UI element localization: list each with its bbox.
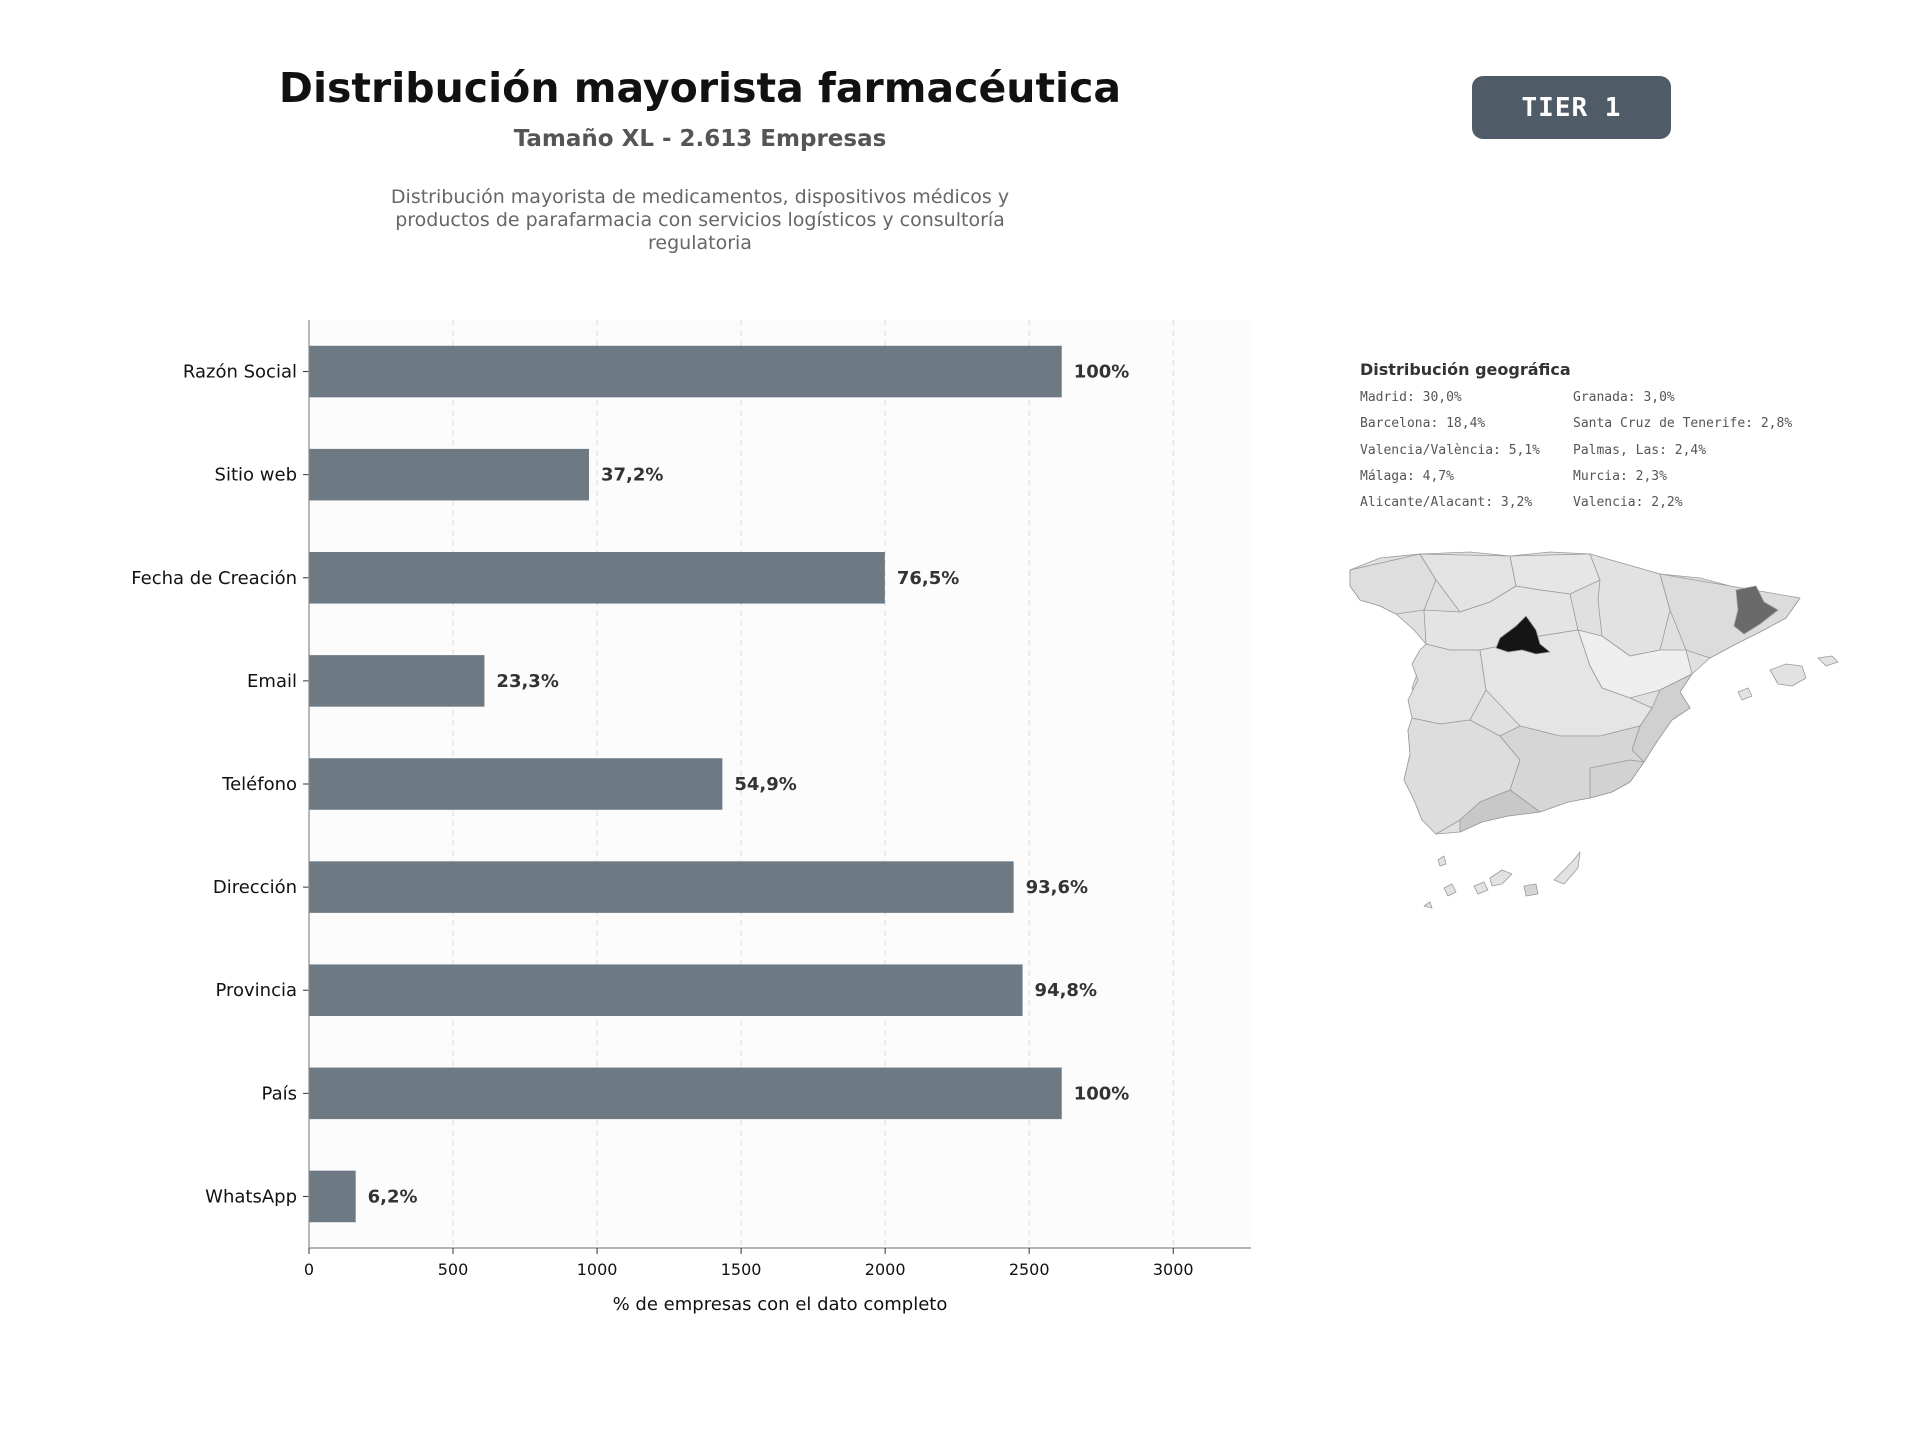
y-tick-label: Fecha de Creación	[131, 568, 297, 589]
bar	[309, 1170, 356, 1223]
x-tick-label: 500	[438, 1260, 469, 1279]
map-region-catalonia	[1659, 573, 1801, 659]
x-axis-label: % de empresas con el dato completo	[613, 1294, 948, 1315]
tier-badge: TIER 1	[1472, 76, 1671, 139]
geo-column-left: Madrid: 30,0% Barcelona: 18,4% Valencia/…	[1360, 389, 1540, 520]
geo-item: Valencia: 2,2%	[1573, 495, 1683, 511]
bar-value-label: 76,5%	[897, 568, 959, 589]
chart-description: Distribución mayorista de medicamentos, …	[390, 186, 1010, 254]
map-canary-3	[1489, 869, 1513, 887]
bar	[309, 1067, 1062, 1120]
geo-item: Madrid: 30,0%	[1360, 390, 1462, 405]
geo-item: Barcelona: 18,4%	[1360, 416, 1486, 432]
geo-item: Valencia/València: 5,1%	[1360, 442, 1541, 458]
chart-subtitle: Tamaño XL - 2.613 Empresas	[513, 126, 887, 152]
bar	[309, 758, 723, 810]
map-canary-5	[1423, 901, 1433, 909]
geo-distribution-panel: Distribución geográfica Madrid: 30,0% Ba…	[1360, 360, 1880, 529]
spain-province-map	[1340, 540, 1850, 910]
y-tick-label: Email	[247, 671, 297, 692]
x-tick-label: 1500	[721, 1260, 762, 1279]
map-region-north-west	[1349, 553, 1437, 615]
map-region-malaga	[1459, 789, 1541, 833]
bar	[309, 552, 885, 604]
map-region-barcelona	[1733, 585, 1779, 635]
y-tick-label: Sitio web	[215, 465, 297, 486]
x-tick-label: 1000	[577, 1260, 618, 1279]
bar-value-label: 100%	[1074, 362, 1130, 383]
bar-value-label: 23,3%	[496, 671, 558, 692]
bar	[309, 655, 485, 707]
map-canary-2	[1473, 881, 1489, 895]
y-tick-label: Provincia	[215, 980, 297, 1001]
bar-value-label: 37,2%	[601, 465, 663, 486]
geo-item: Alicante/Alacant: 3,2%	[1360, 495, 1533, 511]
map-canary-6	[1437, 855, 1447, 867]
x-tick-label: 3000	[1153, 1260, 1194, 1279]
bar	[309, 861, 1014, 913]
x-tick-label: 2000	[865, 1260, 906, 1279]
bar-value-label: 93,6%	[1026, 877, 1088, 898]
bar	[309, 448, 590, 501]
y-tick-label: Razón Social	[183, 362, 297, 383]
y-tick-label: Dirección	[213, 877, 297, 898]
x-tick-label: 2500	[1009, 1260, 1050, 1279]
bar-value-label: 94,8%	[1035, 980, 1097, 1001]
map-canary-4	[1553, 851, 1581, 885]
y-tick-label: Teléfono	[221, 774, 297, 795]
y-tick-label: WhatsApp	[205, 1186, 297, 1207]
bar	[309, 964, 1023, 1016]
geo-item: Murcia: 2,3%	[1573, 468, 1667, 484]
map-region-murcia	[1589, 759, 1645, 799]
bar-value-label: 54,9%	[734, 774, 796, 795]
map-region-madrid	[1495, 615, 1551, 655]
chart-title: Distribución mayorista farmacéutica	[278, 64, 1122, 112]
geo-item: Santa Cruz de Tenerife: 2,8%	[1573, 416, 1793, 432]
bar-value-label: 100%	[1074, 1083, 1130, 1104]
geo-title: Distribución geográfica	[1360, 360, 1571, 379]
geo-list: Madrid: 30,0% Barcelona: 18,4% Valencia/…	[1360, 389, 1880, 529]
y-tick-label: País	[262, 1083, 297, 1104]
bar	[309, 345, 1062, 398]
x-tick-label: 0	[304, 1260, 314, 1279]
geo-item: Málaga: 4,7%	[1360, 468, 1454, 484]
map-balearic-mallorca	[1769, 663, 1807, 687]
geo-item: Granada: 3,0%	[1573, 390, 1675, 405]
map-balearic-ibiza	[1737, 687, 1753, 701]
geo-column-right: Granada: 3,0% Santa Cruz de Tenerife: 2,…	[1573, 389, 1792, 520]
bar-value-label: 6,2%	[368, 1186, 418, 1207]
map-region-extremadura	[1407, 643, 1487, 725]
map-balearic-menorca	[1817, 655, 1839, 667]
geo-item: Palmas, Las: 2,4%	[1573, 442, 1707, 458]
map-canary-gran-canaria	[1523, 883, 1539, 897]
map-canary-1	[1443, 883, 1457, 897]
